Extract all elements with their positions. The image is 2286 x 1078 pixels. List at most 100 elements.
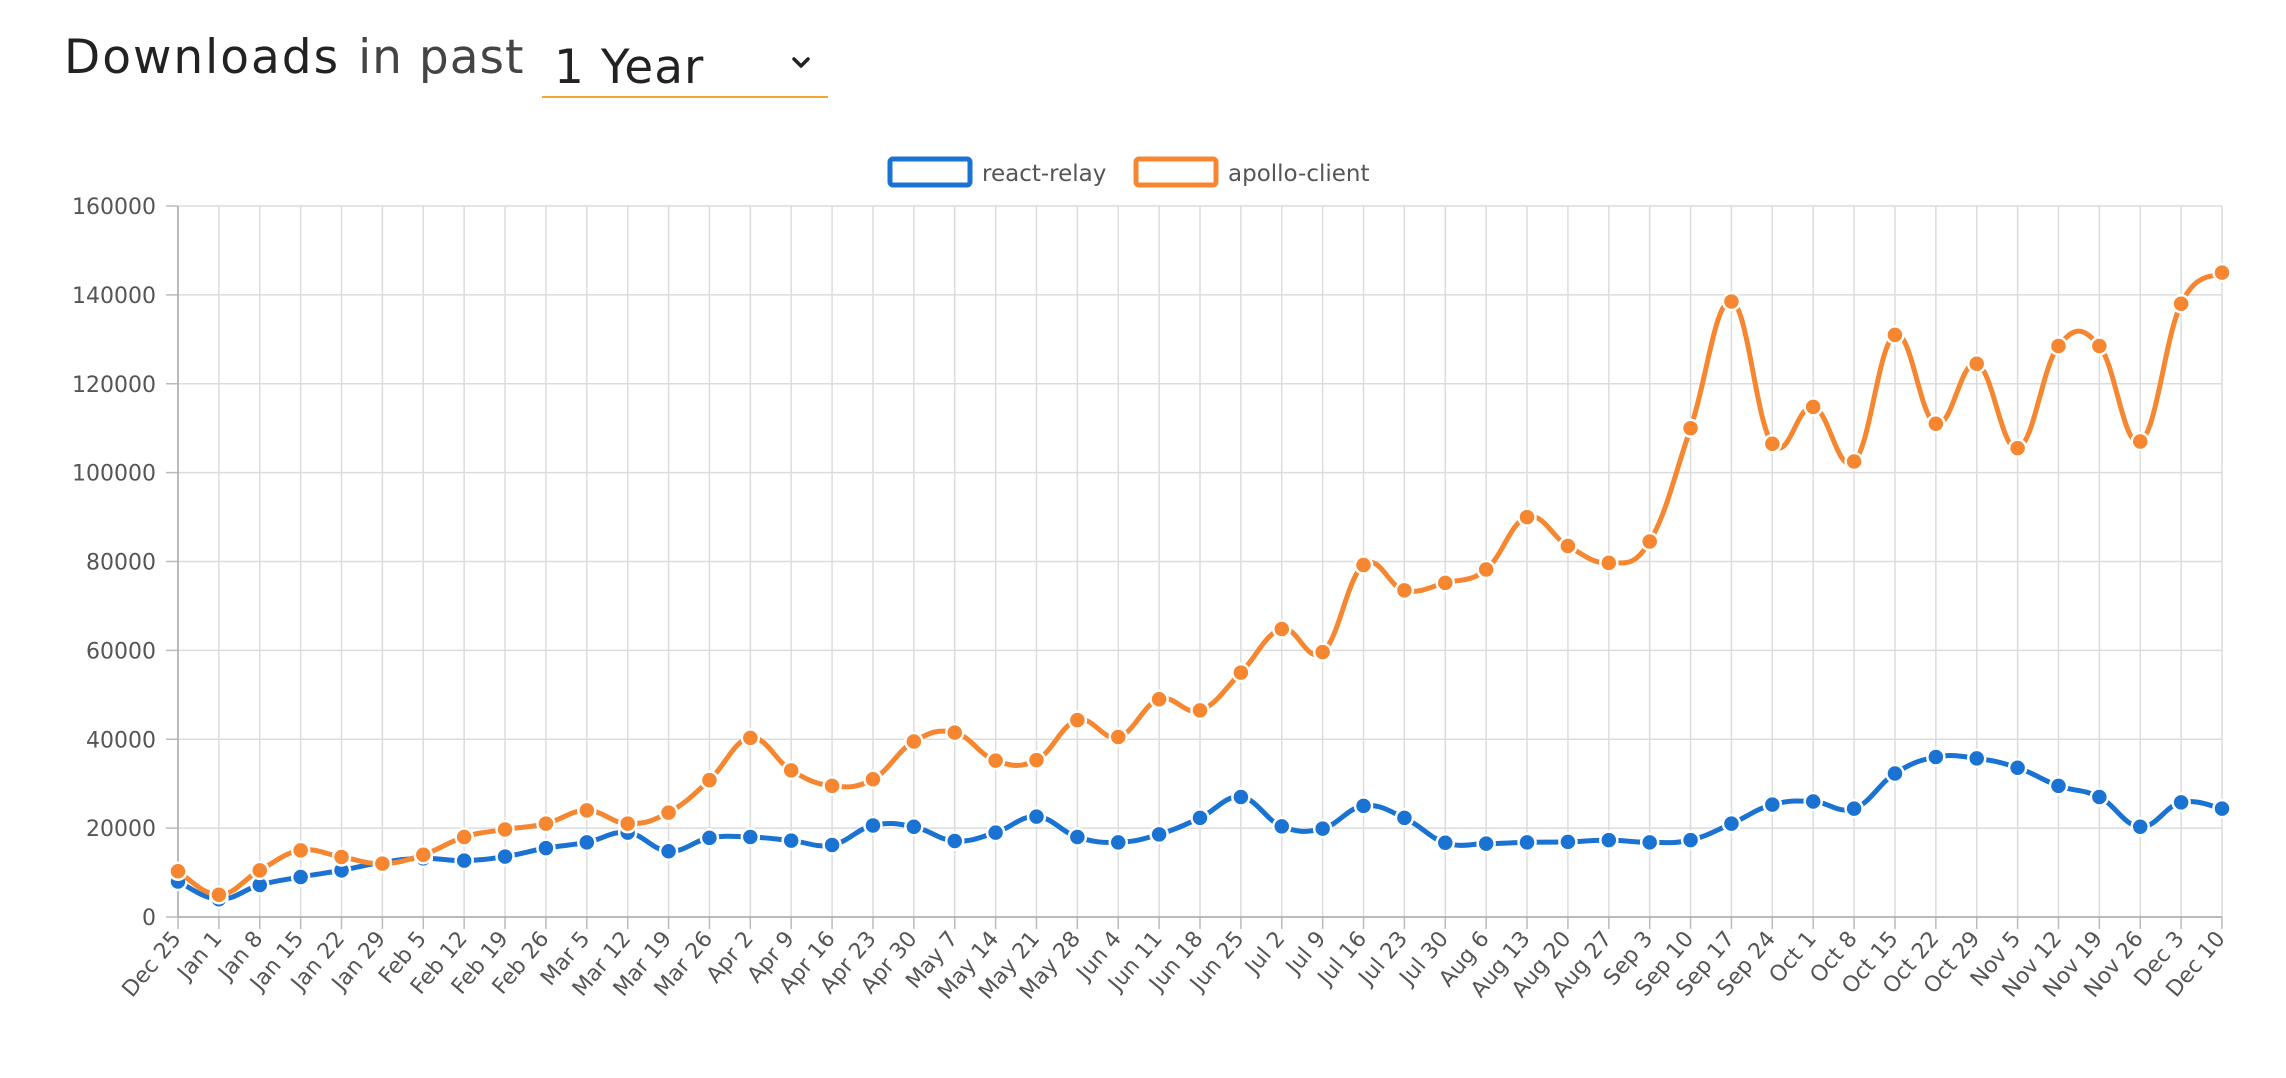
data-point-apollo-client[interactable] [1312,642,1333,662]
data-point-react-relay[interactable] [658,841,679,861]
data-point-apollo-client[interactable] [331,847,352,867]
data-point-react-relay[interactable] [1394,808,1415,828]
data-point-apollo-client[interactable] [372,853,393,874]
data-point-react-relay[interactable] [2089,787,2110,807]
data-point-react-relay[interactable] [1108,832,1128,853]
data-point-apollo-client[interactable] [658,802,679,823]
data-point-react-relay[interactable] [2007,757,2028,778]
data-point-apollo-client[interactable] [1599,553,1619,573]
data-point-apollo-client[interactable] [1680,418,1701,438]
data-point-react-relay[interactable] [985,822,1006,843]
data-point-react-relay[interactable] [1762,794,1783,815]
data-point-react-relay[interactable] [863,815,883,836]
data-point-react-relay[interactable] [1435,833,1456,853]
data-point-react-relay[interactable] [2130,817,2150,837]
data-point-apollo-client[interactable] [1231,662,1251,683]
data-point-apollo-client[interactable] [1844,451,1864,472]
data-point-apollo-client[interactable] [413,845,434,865]
data-point-react-relay[interactable] [1558,832,1578,852]
data-point-react-relay[interactable] [1926,747,1946,767]
data-point-apollo-client[interactable] [904,731,924,752]
data-point-apollo-client[interactable] [1108,727,1128,747]
data-point-apollo-client[interactable] [536,813,556,834]
data-point-react-relay[interactable] [495,846,515,867]
data-point-react-relay[interactable] [1639,832,1660,853]
data-point-apollo-client[interactable] [290,840,311,861]
data-point-apollo-client[interactable] [1026,750,1047,770]
data-point-apollo-client[interactable] [1353,555,1374,575]
data-point-react-relay[interactable] [1803,791,1823,812]
data-point-apollo-client[interactable] [863,769,883,789]
data-point-apollo-client[interactable] [1272,619,1292,639]
data-point-apollo-client[interactable] [250,860,270,881]
data-point-react-relay[interactable] [1149,824,1169,845]
data-point-apollo-client[interactable] [1476,559,1496,580]
data-point-react-relay[interactable] [740,827,761,847]
data-point-react-relay[interactable] [904,817,924,837]
data-point-react-relay[interactable] [536,838,556,858]
data-point-react-relay[interactable] [1231,787,1251,807]
data-point-react-relay[interactable] [2171,792,2191,813]
data-point-react-relay[interactable] [1680,830,1701,850]
data-point-apollo-client[interactable] [1190,700,1210,721]
data-point-apollo-client[interactable] [2171,294,2191,314]
data-point-apollo-client[interactable] [2048,336,2069,356]
data-point-apollo-client[interactable] [1435,573,1456,593]
data-point-apollo-client[interactable] [2212,262,2232,283]
data-point-react-relay[interactable] [1067,827,1088,847]
data-point-react-relay[interactable] [1885,763,1905,784]
data-point-react-relay[interactable] [1026,806,1047,827]
data-point-react-relay[interactable] [944,831,965,851]
data-point-react-relay[interactable] [1312,818,1333,839]
data-point-apollo-client[interactable] [822,776,842,796]
data-point-react-relay[interactable] [290,867,311,887]
data-point-apollo-client[interactable] [2007,438,2028,458]
data-point-react-relay[interactable] [1272,816,1292,837]
legend-swatch-apollo-client[interactable] [1133,156,1219,188]
data-point-apollo-client[interactable] [1149,689,1169,710]
data-point-apollo-client[interactable] [1639,531,1660,552]
data-point-react-relay[interactable] [1353,796,1374,816]
data-point-apollo-client[interactable] [1721,291,1742,312]
data-point-react-relay[interactable] [1476,833,1496,854]
data-point-react-relay[interactable] [1190,808,1210,828]
legend-label-apollo-client[interactable]: apollo-client [1228,161,1370,187]
data-point-apollo-client[interactable] [495,819,515,840]
data-point-react-relay[interactable] [1844,798,1864,819]
data-point-react-relay[interactable] [781,830,801,851]
data-point-apollo-client[interactable] [1558,536,1578,556]
data-point-apollo-client[interactable] [1517,507,1537,527]
data-point-apollo-client[interactable] [944,722,965,743]
data-point-apollo-client[interactable] [740,728,761,748]
data-point-apollo-client[interactable] [577,800,597,821]
data-point-apollo-client[interactable] [781,760,801,781]
data-point-apollo-client[interactable] [2089,336,2110,356]
legend-label-react-relay[interactable]: react-relay [982,161,1106,187]
data-point-apollo-client[interactable] [699,770,720,790]
period-select[interactable]: 1 Year [542,30,828,98]
data-point-react-relay[interactable] [454,850,474,871]
data-point-apollo-client[interactable] [1067,710,1088,730]
data-point-apollo-client[interactable] [454,827,474,847]
data-point-apollo-client[interactable] [1394,580,1415,601]
data-point-react-relay[interactable] [822,835,842,855]
legend-swatch-react-relay[interactable] [887,156,973,188]
data-point-react-relay[interactable] [2212,798,2232,819]
data-point-apollo-client[interactable] [2130,431,2150,452]
data-point-apollo-client[interactable] [1762,433,1783,454]
data-point-apollo-client[interactable] [617,813,638,834]
data-point-react-relay[interactable] [1966,748,1987,769]
data-point-react-relay[interactable] [2048,776,2069,796]
data-point-apollo-client[interactable] [1803,397,1823,417]
data-point-apollo-client[interactable] [985,750,1006,771]
data-point-react-relay[interactable] [1599,830,1619,850]
data-point-apollo-client[interactable] [1885,325,1905,345]
data-point-react-relay[interactable] [1721,813,1742,834]
data-point-apollo-client[interactable] [1926,413,1946,434]
data-point-apollo-client[interactable] [168,861,188,881]
data-point-apollo-client[interactable] [1966,354,1987,374]
data-point-apollo-client[interactable] [209,885,229,905]
data-point-react-relay[interactable] [699,828,720,848]
data-point-react-relay[interactable] [577,832,597,853]
data-point-react-relay[interactable] [1517,832,1537,853]
